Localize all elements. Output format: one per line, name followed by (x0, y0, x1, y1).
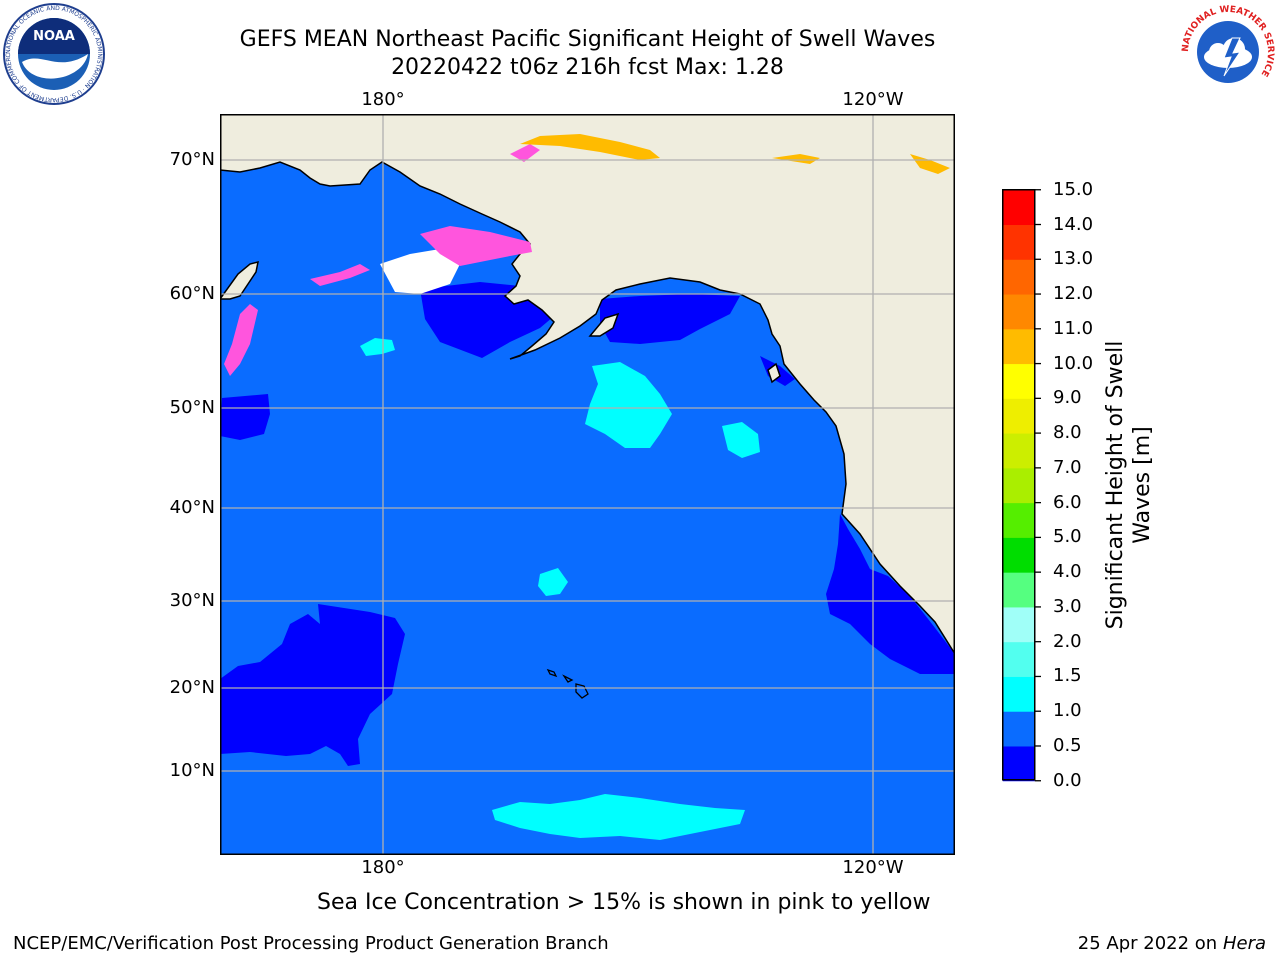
colorbar-tick-label: 14.0 (1053, 213, 1094, 235)
colorbar-bin (1002, 189, 1035, 226)
colorbar-bin (1002, 572, 1035, 608)
graticule (220, 114, 955, 855)
colorbar-tick-label: 8.0 (1053, 422, 1082, 444)
colorbar-bin (1002, 224, 1035, 260)
lon-label-top-180: 180° (361, 89, 405, 110)
colorbar (1002, 189, 1041, 782)
land (220, 114, 955, 656)
colorbar-tick-label: 12.0 (1053, 283, 1094, 305)
colorbar-tick-label: 2.0 (1053, 630, 1082, 652)
nws-logo: NATIONAL WEATHER SERVICE (1180, 4, 1276, 100)
colorbar-tick-label: 3.0 (1053, 595, 1082, 617)
bering-ice-gap (380, 249, 460, 294)
chart-subtitle: 20220422 t06z 216h fcst Max: 1.28 (391, 55, 784, 80)
colorbar-label: Significant Height of Swell Waves [m] (1103, 340, 1155, 630)
colorbar-tick-label: 0.0 (1053, 769, 1082, 791)
colorbar-tick-label: 10.0 (1053, 352, 1094, 374)
colorbar-bin (1002, 641, 1035, 677)
swell-height-map (220, 114, 955, 855)
lon-label-bottom-180: 180° (361, 857, 405, 878)
lat-label-70n: 70°N (169, 149, 215, 170)
colorbar-bin (1002, 398, 1035, 434)
lat-label-60n: 60°N (169, 283, 215, 304)
colorbar-bin (1002, 328, 1035, 365)
colorbar-tick-label: 0.5 (1053, 734, 1082, 756)
footer-date: 25 Apr 2022 on Hera (1077, 933, 1266, 954)
colorbar-tick-label: 7.0 (1053, 456, 1082, 478)
footer-credit: NCEP/EMC/Verification Post Processing Pr… (13, 933, 609, 954)
colorbar-bin (1002, 711, 1035, 747)
lat-label-10n: 10°N (169, 760, 215, 781)
lon-label-bottom-120w: 120°W (842, 857, 904, 878)
low-swell-regions (220, 282, 955, 766)
lat-label-50n: 50°N (169, 397, 215, 418)
lat-label-40n: 40°N (169, 497, 215, 518)
sea-ice-fringe (224, 144, 540, 376)
colorbar-bin (1002, 606, 1035, 643)
noaa-logo: NATIONAL OCEANIC AND ATMOSPHERIC ADMINIS… (2, 2, 105, 105)
colorbar-tick-label: 15.0 (1053, 178, 1094, 200)
noaa-logo-text: NOAA (33, 29, 75, 44)
colorbar-tick-label: 5.0 (1053, 526, 1082, 548)
sea-ice-edge (520, 134, 950, 174)
colorbar-tick-label: 1.0 (1053, 700, 1082, 722)
colorbar-bin (1002, 259, 1035, 295)
map-frame (220, 114, 955, 855)
sea-ice-note: Sea Ice Concentration > 15% is shown in … (317, 890, 931, 915)
chart-title: GEFS MEAN Northeast Pacific Significant … (239, 27, 936, 52)
colorbar-bin (1002, 294, 1035, 330)
colorbar-tick-label: 13.0 (1053, 248, 1094, 270)
colorbar-bin (1002, 745, 1035, 782)
moderate-swell-regions (360, 338, 760, 840)
colorbar-bin (1002, 363, 1035, 399)
colorbar-bin (1002, 502, 1035, 538)
lat-label-20n: 20°N (169, 677, 215, 698)
colorbar-tick-label: 4.0 (1053, 561, 1082, 583)
colorbar-tick-label: 1.5 (1053, 665, 1082, 687)
colorbar-bin (1002, 467, 1035, 504)
lat-label-30n: 30°N (169, 590, 215, 611)
lon-label-top-120w: 120°W (842, 89, 904, 110)
colorbar-tick-label: 9.0 (1053, 387, 1082, 409)
colorbar-bin (1002, 537, 1035, 573)
hawaiian-islands (546, 668, 589, 699)
colorbar-bin (1002, 433, 1035, 469)
colorbar-tick-label: 11.0 (1053, 317, 1094, 339)
footer-host: Hera (1222, 933, 1266, 954)
colorbar-tick-label: 6.0 (1053, 491, 1082, 513)
colorbar-bin (1002, 676, 1035, 712)
